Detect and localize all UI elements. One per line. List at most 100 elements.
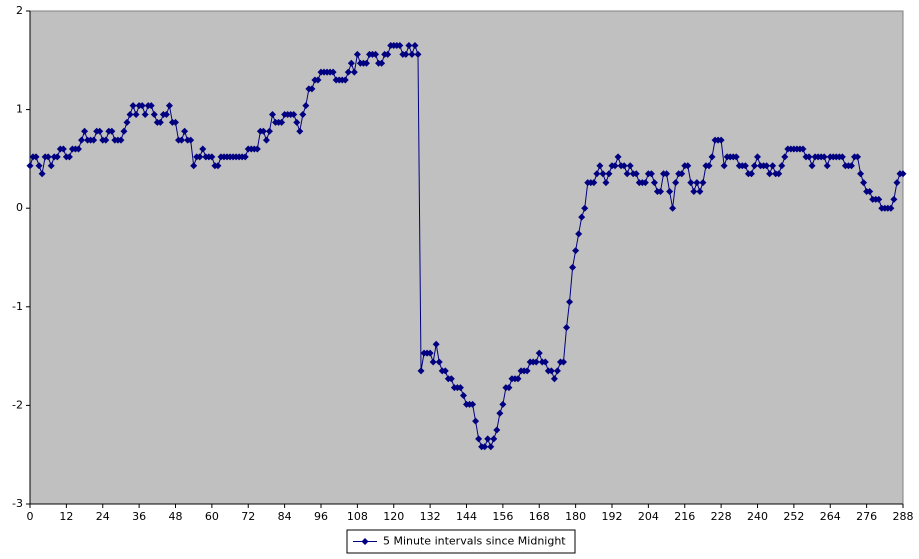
marker <box>44 153 52 161</box>
marker <box>632 170 640 178</box>
marker <box>187 136 195 144</box>
marker <box>178 136 186 144</box>
x-tick-label: 204 <box>638 510 659 523</box>
marker <box>299 111 307 119</box>
marker <box>741 162 749 170</box>
marker <box>887 204 895 212</box>
x-tick-label: 108 <box>347 510 368 523</box>
x-tick-label: 192 <box>602 510 623 523</box>
marker <box>672 179 680 187</box>
marker <box>666 187 674 195</box>
marker <box>78 136 86 144</box>
marker <box>614 153 622 161</box>
marker <box>484 435 492 443</box>
marker <box>475 435 483 443</box>
marker <box>605 170 613 178</box>
x-tick-label: 216 <box>674 510 695 523</box>
marker <box>808 162 816 170</box>
x-tick-label: 288 <box>893 510 914 523</box>
x-tick-label: 252 <box>783 510 804 523</box>
marker <box>293 118 301 126</box>
marker <box>553 367 561 375</box>
x-tick-label: 72 <box>241 510 255 523</box>
marker <box>405 42 413 50</box>
marker <box>132 111 140 119</box>
marker <box>547 367 555 375</box>
marker <box>699 179 707 187</box>
marker <box>493 426 501 434</box>
marker <box>432 340 440 348</box>
marker <box>81 127 89 135</box>
marker <box>90 136 98 144</box>
marker <box>102 136 110 144</box>
marker <box>778 162 786 170</box>
marker <box>581 204 589 212</box>
x-tick-label: 60 <box>205 510 219 523</box>
marker <box>172 118 179 126</box>
marker <box>156 118 164 126</box>
marker <box>690 187 698 195</box>
marker <box>620 162 628 170</box>
marker <box>138 102 146 110</box>
legend-box <box>346 529 576 554</box>
marker <box>53 153 61 161</box>
marker <box>769 162 777 170</box>
x-tick-label: 156 <box>492 510 513 523</box>
marker <box>766 170 774 178</box>
x-tick-label: 228 <box>711 510 732 523</box>
marker <box>414 50 422 58</box>
marker <box>684 162 692 170</box>
marker <box>838 153 846 161</box>
marker <box>541 358 549 366</box>
x-tick-label: 0 <box>27 510 34 523</box>
marker <box>717 136 725 144</box>
marker <box>129 102 137 110</box>
marker <box>854 153 862 161</box>
marker <box>302 102 310 110</box>
marker <box>262 136 270 144</box>
marker <box>459 392 467 400</box>
x-tick-label: 84 <box>278 510 292 523</box>
marker <box>162 111 170 119</box>
marker <box>890 195 898 203</box>
y-tick-label: 0 <box>16 201 23 214</box>
marker <box>362 59 370 67</box>
marker <box>763 162 771 170</box>
legend-label: 5 Minute intervals since Midnight <box>383 535 566 548</box>
marker <box>290 111 298 119</box>
marker <box>196 153 204 161</box>
marker <box>384 50 392 58</box>
marker <box>214 162 222 170</box>
marker <box>141 111 149 119</box>
marker <box>108 127 116 135</box>
marker <box>150 111 158 119</box>
marker <box>641 179 649 187</box>
marker <box>181 127 189 135</box>
marker <box>820 153 828 161</box>
x-tick-label: 132 <box>420 510 441 523</box>
marker <box>487 443 495 451</box>
marker <box>329 68 337 76</box>
marker <box>593 170 601 178</box>
marker <box>447 375 455 383</box>
marker <box>626 162 634 170</box>
marker <box>705 162 713 170</box>
marker <box>708 153 716 161</box>
marker <box>578 213 586 221</box>
marker <box>687 179 695 187</box>
marker <box>259 127 267 135</box>
marker <box>857 170 865 178</box>
marker <box>429 358 437 366</box>
marker <box>253 145 261 153</box>
marker <box>417 367 425 375</box>
marker <box>563 324 571 332</box>
marker <box>847 162 855 170</box>
marker <box>599 170 607 178</box>
marker <box>560 358 567 366</box>
marker <box>241 153 249 161</box>
marker <box>696 187 704 195</box>
marker <box>96 127 104 135</box>
marker <box>732 153 740 161</box>
marker <box>650 179 658 187</box>
marker <box>481 443 489 451</box>
